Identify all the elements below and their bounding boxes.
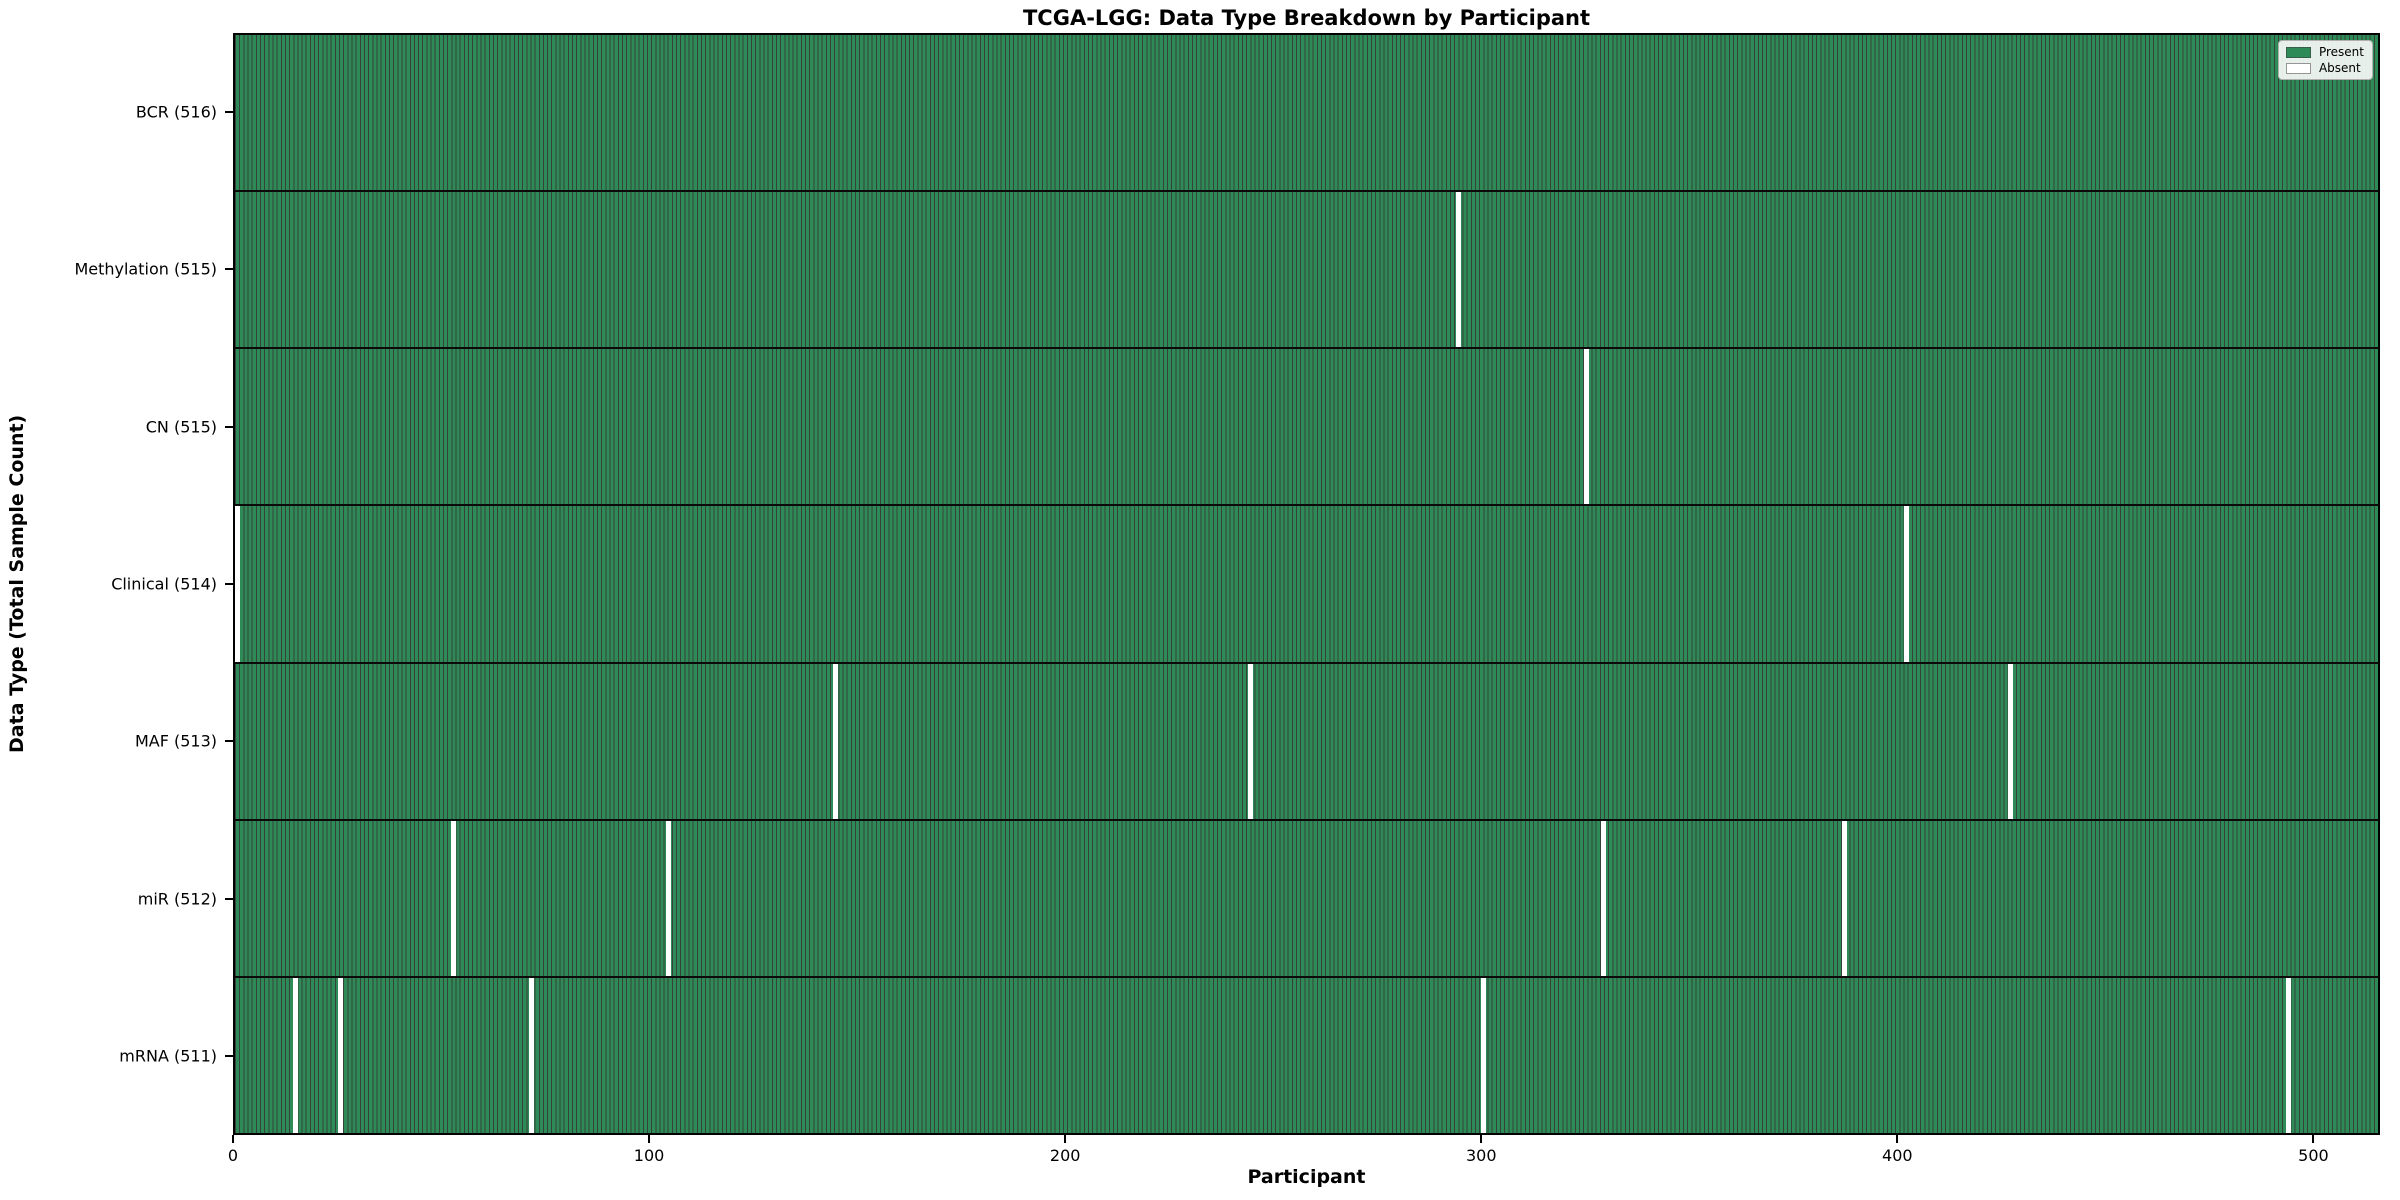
x-tick-mark [1480,1135,1483,1143]
x-tick-mark [1064,1135,1067,1143]
absent-gap [1841,820,1847,976]
x-tick-label: 300 [1465,1146,1497,1165]
absent-gap [292,977,298,1133]
chart-title: TCGA-LGG: Data Type Breakdown by Partici… [1022,6,1591,30]
x-tick-mark [648,1135,651,1143]
absent-gap [1455,192,1461,348]
x-tick-mark [2312,1135,2315,1143]
heatmap-row-mRNA [235,977,2378,1133]
legend-label: Present [2318,45,2364,59]
legend-swatch-absent [2285,62,2311,74]
absent-gap [1480,977,1486,1133]
y-axis-ticks: BCR (516) Methylation (515) CN (515) Clinic… [0,33,233,1135]
legend-swatch-present [2285,46,2311,58]
y-tick-label: miR (512) [137,889,217,909]
absent-gap [666,820,672,976]
absent-gap [1584,349,1590,505]
y-tick-label: BCR (516) [135,102,217,122]
y-tick-mark [225,425,233,428]
x-tick-mark [232,1135,234,1143]
heatmap-row-Clinical [234,506,2378,664]
x-axis-ticks: 0 100 200 300 400 500 [228,1135,2380,1169]
heatmap-row-BCR [235,35,2378,193]
plot-area: Present Absent [233,33,2380,1135]
heatmap-row-Methylation [235,192,2378,350]
y-tick-mark [225,268,233,271]
x-tick-label: 200 [1049,1146,1081,1165]
heatmap-row-miR [235,820,2378,978]
absent-gap [1247,663,1253,819]
x-tick-label: 500 [2298,1146,2329,1165]
absent-gap [234,506,240,662]
x-tick-label: 0 [227,1146,239,1165]
absent-gap [529,977,535,1133]
y-tick-mark [225,897,233,900]
y-tick-mark [225,740,233,743]
legend-label: Absent [2318,61,2361,75]
y-tick-label: MAF (513) [134,731,217,751]
heatmap-row-MAF [235,663,2378,821]
legend-entry-present: Present [2285,45,2364,59]
absent-gap [1904,506,1910,662]
y-tick-mark [225,1055,233,1058]
heatmap-row-CN [235,349,2378,507]
x-tick-label: 400 [1882,1146,1913,1165]
absent-gap [338,977,344,1133]
absent-gap [450,820,456,976]
x-tick-mark [1896,1135,1899,1143]
legend-entry-absent: Absent [2285,61,2364,75]
absent-gap [1600,820,1606,976]
absent-gap [2007,663,2013,819]
x-tick-label: 100 [633,1146,665,1165]
absent-gap [2286,977,2292,1133]
y-tick-label: Clinical (514) [111,574,217,594]
x-axis-label: Participant [1247,1166,1366,1188]
y-tick-mark [225,583,233,585]
y-tick-label: Methylation (515) [74,259,217,279]
y-tick-label: mRNA (511) [119,1046,217,1066]
legend: Present Absent [2277,40,2373,80]
y-tick-label: CN (515) [145,417,217,437]
absent-gap [832,663,838,819]
y-tick-mark [225,110,233,113]
